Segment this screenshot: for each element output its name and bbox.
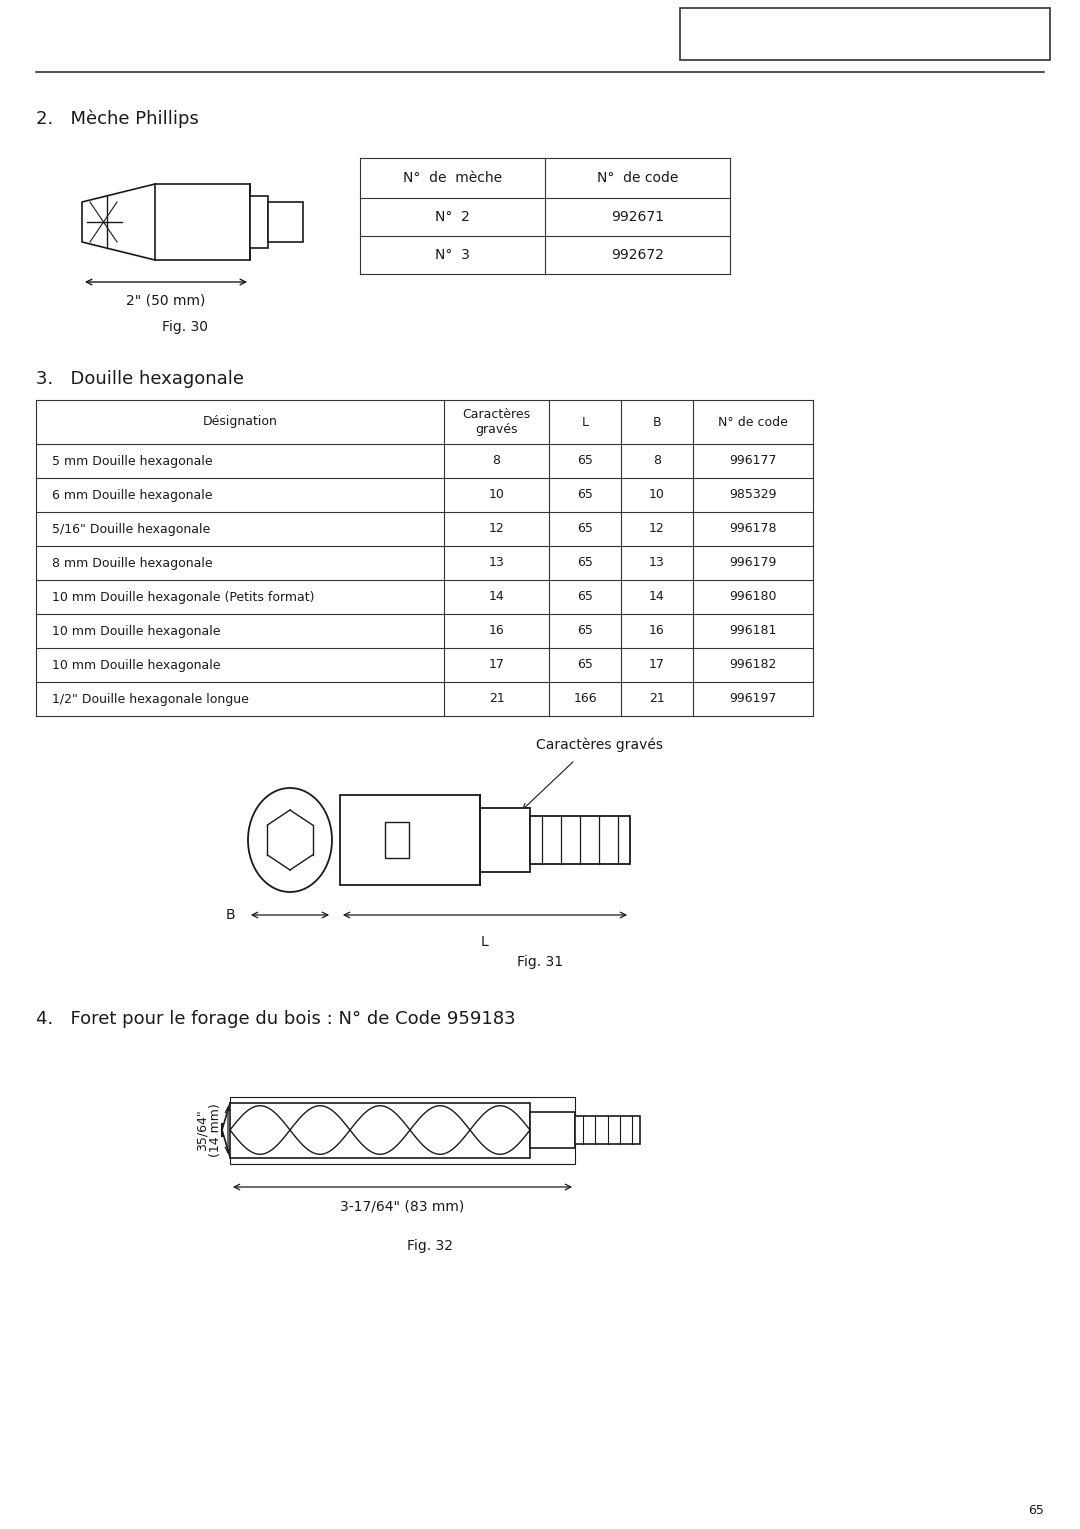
Text: N°  de code: N° de code (597, 171, 678, 185)
Text: 8: 8 (653, 454, 661, 468)
Text: 10: 10 (488, 488, 504, 502)
Text: 8: 8 (492, 454, 500, 468)
Text: (14 mm): (14 mm) (208, 1102, 221, 1157)
Text: Caractères
gravés: Caractères gravés (462, 408, 530, 436)
Text: L: L (481, 936, 489, 950)
Text: 4.   Foret pour le forage du bois : N° de Code 959183: 4. Foret pour le forage du bois : N° de … (36, 1011, 515, 1027)
Text: 13: 13 (488, 557, 504, 569)
Bar (156, 183, 249, 260)
Text: 1/2" Douille hexagonale longue: 1/2" Douille hexagonale longue (52, 693, 249, 705)
Text: 992672: 992672 (611, 248, 664, 261)
Bar (575, 1116, 640, 1144)
Text: B: B (226, 908, 234, 922)
Text: 17: 17 (649, 659, 665, 671)
Text: Français: Français (948, 24, 1032, 43)
Text: N°  de  mèche: N° de mèche (403, 171, 502, 185)
Polygon shape (82, 183, 156, 260)
Text: 65: 65 (577, 590, 593, 604)
Text: 65: 65 (1028, 1503, 1044, 1517)
Text: 996181: 996181 (729, 624, 777, 638)
Text: 65: 65 (577, 488, 593, 502)
Text: 12: 12 (649, 523, 665, 535)
Text: 996177: 996177 (729, 454, 777, 468)
Text: Fig. 32: Fig. 32 (407, 1238, 453, 1252)
Text: 996197: 996197 (729, 693, 777, 705)
Ellipse shape (248, 787, 332, 891)
Text: 21: 21 (488, 693, 504, 705)
Text: 3-17/64" (83 mm): 3-17/64" (83 mm) (340, 1199, 464, 1212)
Text: 65: 65 (577, 557, 593, 569)
Text: 5 mm Douille hexagonale: 5 mm Douille hexagonale (52, 454, 213, 468)
Text: 10 mm Douille hexagonale (Petits format): 10 mm Douille hexagonale (Petits format) (52, 590, 315, 604)
Text: 65: 65 (577, 659, 593, 671)
Text: Désignation: Désignation (203, 416, 278, 428)
Text: N°  3: N° 3 (435, 248, 470, 261)
Bar (230, 1102, 530, 1157)
Text: 985329: 985329 (729, 488, 777, 502)
Text: 10: 10 (649, 488, 665, 502)
Text: L: L (581, 416, 589, 428)
Text: 2" (50 mm): 2" (50 mm) (126, 294, 205, 307)
Text: 35/64": 35/64" (195, 1109, 208, 1151)
Bar (530, 816, 630, 864)
Text: 996179: 996179 (729, 557, 777, 569)
Text: 996180: 996180 (729, 590, 777, 604)
Text: 17: 17 (488, 659, 504, 671)
Text: 5/16" Douille hexagonale: 5/16" Douille hexagonale (52, 523, 211, 535)
Bar (230, 1096, 575, 1164)
Text: 166: 166 (573, 693, 597, 705)
Text: 8 mm Douille hexagonale: 8 mm Douille hexagonale (52, 557, 213, 569)
Text: 10 mm Douille hexagonale: 10 mm Douille hexagonale (52, 624, 220, 638)
Text: N°  2: N° 2 (435, 209, 470, 225)
Bar (340, 795, 480, 885)
Text: 65: 65 (577, 454, 593, 468)
Bar (249, 196, 268, 248)
Text: N° de code: N° de code (718, 416, 788, 428)
Bar (480, 807, 530, 872)
Text: 10 mm Douille hexagonale: 10 mm Douille hexagonale (52, 659, 220, 671)
Text: 3.   Douille hexagonale: 3. Douille hexagonale (36, 370, 244, 388)
Text: 6 mm Douille hexagonale: 6 mm Douille hexagonale (52, 488, 213, 502)
Text: 21: 21 (649, 693, 665, 705)
Text: 65: 65 (577, 624, 593, 638)
Text: 996178: 996178 (729, 523, 777, 535)
Text: 65: 65 (577, 523, 593, 535)
Text: Fig. 31: Fig. 31 (517, 956, 563, 969)
Text: Fig. 30: Fig. 30 (162, 320, 208, 333)
Text: 16: 16 (649, 624, 665, 638)
Text: B: B (652, 416, 661, 428)
Bar (680, 8, 1050, 60)
Bar (268, 202, 303, 242)
Text: 16: 16 (488, 624, 504, 638)
Bar (384, 823, 409, 858)
Text: 13: 13 (649, 557, 665, 569)
Text: 992671: 992671 (611, 209, 664, 225)
Text: 2.   Mèche Phillips: 2. Mèche Phillips (36, 110, 199, 128)
Text: 996182: 996182 (729, 659, 777, 671)
Text: Caractères gravés: Caractères gravés (537, 739, 663, 752)
Text: 14: 14 (649, 590, 665, 604)
Text: 14: 14 (488, 590, 504, 604)
Text: 12: 12 (488, 523, 504, 535)
Bar (530, 1112, 575, 1148)
